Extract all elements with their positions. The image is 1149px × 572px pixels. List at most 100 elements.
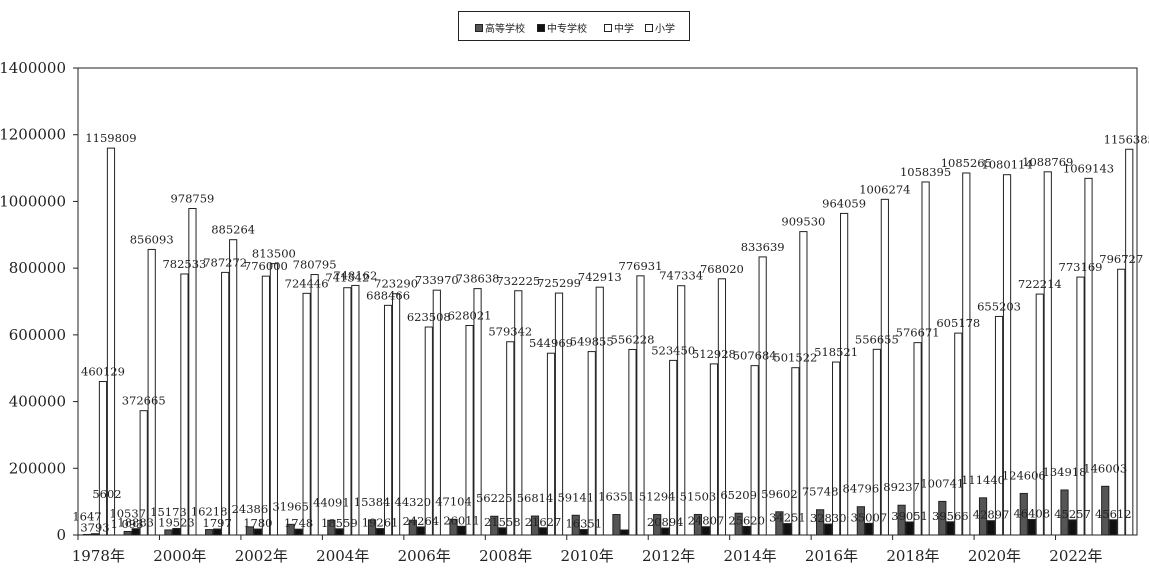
data-label-2-12: 549855 [570, 335, 614, 349]
x-tick-label: 2016年 [805, 547, 858, 565]
y-tick-label: 1000000 [0, 192, 66, 210]
data-label-0-21: 100741 [920, 476, 964, 490]
bar-2-23 [1035, 293, 1044, 536]
data-label-2-4: 776000 [244, 259, 288, 273]
bar-2-16 [750, 365, 759, 536]
bar-2-20 [913, 342, 922, 536]
bar-0-10 [490, 515, 499, 536]
bar-1-8 [416, 526, 425, 536]
y-tick-label: 0 [56, 526, 66, 544]
legend-swatch-1 [537, 23, 545, 32]
y-tick-label: 600000 [9, 326, 66, 344]
bar-0-23 [1019, 492, 1028, 536]
bar-0-12 [571, 514, 580, 536]
bar-2-14 [669, 359, 678, 536]
data-label-0-4: 24386 [232, 502, 269, 516]
data-label-0-5: 31965 [272, 499, 309, 513]
data-label-0-15: 51503 [680, 489, 717, 503]
bar-1-6 [335, 528, 344, 536]
data-label-3-13: 776931 [619, 259, 663, 273]
data-label-1-22: 42897 [973, 508, 1010, 522]
bar-3-25 [1125, 148, 1134, 536]
data-label-2-3: 787272 [203, 255, 247, 269]
bar-2-11 [546, 352, 556, 536]
data-label-3-0: 1159809 [85, 131, 136, 145]
bar-1-7 [375, 528, 385, 536]
data-label-1-2: 19523 [158, 515, 195, 529]
bar-3-9 [473, 288, 482, 536]
bar-0-4 [245, 526, 254, 536]
data-label-2-21: 605178 [936, 316, 980, 330]
data-label-1-5: 1748 [284, 516, 313, 530]
bar-2-2 [180, 273, 189, 536]
data-label-2-6: 741342 [325, 271, 369, 285]
bar-2-9 [465, 325, 474, 536]
data-label-3-5: 780795 [293, 258, 337, 272]
data-label-2-15: 512928 [692, 347, 736, 361]
bar-3-12 [595, 286, 604, 536]
x-tick-label: 2020年 [968, 547, 1021, 565]
data-label-2-7: 688466 [366, 288, 410, 302]
bar-1-25 [1109, 519, 1118, 536]
data-label-1-8: 24264 [403, 514, 440, 528]
data-label-1-17: 34251 [769, 511, 806, 525]
data-label-0-3: 16218 [191, 505, 228, 519]
data-label-3-21: 1085265 [941, 156, 992, 170]
bar-0-6 [327, 519, 336, 536]
data-label-0-18: 75748 [802, 485, 839, 499]
bar-3-24 [1084, 177, 1093, 536]
legend: 高等学校 中专学校 中学 小学 [458, 11, 690, 41]
data-label-1-4: 1780 [243, 516, 272, 530]
bar-3-5 [310, 274, 319, 536]
legend-label-3: 小学 [655, 24, 675, 35]
data-label-2-19: 556655 [855, 332, 899, 346]
data-label-2-25: 796727 [1099, 252, 1143, 266]
x-tick-label: 2004年 [316, 547, 369, 565]
legend-item-3: 小学 [645, 20, 675, 35]
data-label-0-11: 56814 [517, 491, 554, 505]
data-label-3-1: 856093 [130, 232, 174, 246]
data-label-3-10: 732225 [496, 274, 540, 288]
bar-3-2 [188, 208, 197, 536]
data-label-1-10: 21558 [484, 515, 521, 529]
data-label-0-1: 10537 [109, 506, 146, 520]
bar-1-22 [986, 520, 996, 536]
data-label-2-20: 576671 [896, 326, 940, 340]
bar-2-1 [139, 410, 148, 536]
bar-0-2 [164, 529, 173, 536]
bar-2-18 [832, 361, 841, 536]
x-tick-label: 1978年 [72, 547, 125, 565]
data-label-1-6: 18559 [321, 516, 358, 530]
data-label-3-20: 1058395 [900, 165, 951, 179]
bar-2-25 [1117, 268, 1126, 536]
data-label-3-6: 748162 [333, 268, 377, 282]
data-label-2-18: 518521 [814, 345, 858, 359]
data-label-3-23: 1088769 [1022, 155, 1073, 169]
bar-1-5 [294, 528, 303, 536]
bar-2-3 [221, 271, 230, 536]
data-label-1-11: 21627 [525, 515, 562, 529]
data-label-3-2: 978759 [170, 192, 214, 206]
bar-3-8 [432, 289, 441, 536]
data-label-0-20: 89237 [883, 480, 920, 494]
data-label-0-23: 124606 [1002, 468, 1046, 482]
bar-1-12 [579, 529, 588, 536]
data-label-2-9: 628021 [448, 309, 492, 323]
bar-3-19 [880, 198, 889, 536]
bar-1-18 [824, 523, 833, 536]
data-label-3-24: 1069143 [1063, 161, 1114, 175]
bar-1-0 [90, 533, 100, 536]
bar-2-5 [302, 292, 311, 536]
plot-frame [77, 67, 1138, 536]
bar-3-7 [391, 293, 401, 536]
x-tick-label: 2012年 [642, 547, 695, 565]
bar-0-21 [938, 500, 947, 536]
data-label-0-0: 1647 [72, 509, 101, 523]
data-label-0-25: 146003 [1083, 461, 1127, 475]
data-label-2-8: 623508 [407, 310, 451, 324]
data-label-2-14: 523450 [651, 343, 695, 357]
bar-3-20 [921, 181, 930, 536]
bar-0-17 [775, 511, 784, 536]
